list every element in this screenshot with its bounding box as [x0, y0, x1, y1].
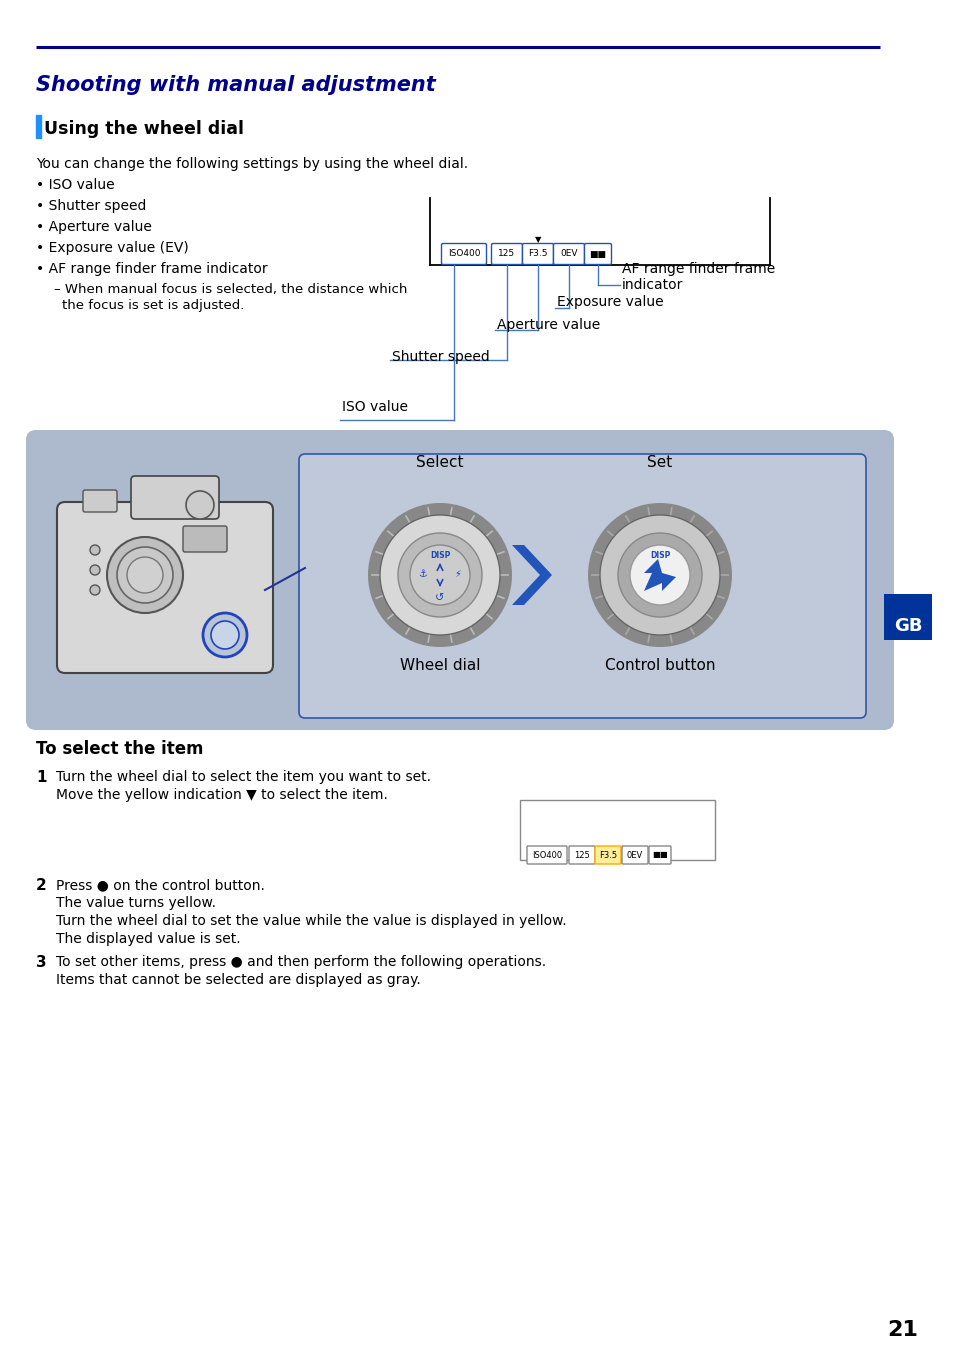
Text: F3.5: F3.5: [598, 851, 617, 859]
Text: Shutter speed: Shutter speed: [392, 350, 489, 364]
FancyBboxPatch shape: [26, 430, 893, 730]
Text: • Exposure value (EV): • Exposure value (EV): [36, 242, 189, 255]
Text: 125: 125: [497, 250, 515, 258]
Text: ▼: ▼: [535, 236, 540, 244]
Text: • ISO value: • ISO value: [36, 178, 114, 191]
FancyBboxPatch shape: [83, 490, 117, 512]
Text: 3: 3: [36, 955, 47, 970]
Circle shape: [117, 547, 172, 603]
Circle shape: [127, 556, 163, 593]
Text: – When manual focus is selected, the distance which: – When manual focus is selected, the dis…: [54, 284, 407, 296]
Circle shape: [368, 503, 512, 647]
Text: Press ● on the control button.: Press ● on the control button.: [56, 878, 265, 892]
Text: AF range finder frame
indicator: AF range finder frame indicator: [621, 262, 775, 292]
Text: To select the item: To select the item: [36, 740, 203, 759]
Text: The value turns yellow.: The value turns yellow.: [56, 896, 215, 911]
Circle shape: [397, 533, 481, 617]
FancyBboxPatch shape: [57, 502, 273, 673]
Text: ⚓: ⚓: [417, 569, 426, 579]
Text: ISO400: ISO400: [447, 250, 479, 258]
Text: Aperture value: Aperture value: [497, 318, 599, 332]
FancyBboxPatch shape: [131, 476, 219, 518]
Circle shape: [599, 516, 720, 635]
Circle shape: [587, 503, 731, 647]
Text: Items that cannot be selected are displayed as gray.: Items that cannot be selected are displa…: [56, 973, 420, 987]
Text: • Aperture value: • Aperture value: [36, 220, 152, 233]
Text: Set: Set: [647, 455, 672, 470]
FancyBboxPatch shape: [526, 845, 566, 864]
Circle shape: [629, 546, 689, 605]
FancyBboxPatch shape: [584, 243, 611, 265]
FancyBboxPatch shape: [298, 455, 865, 718]
Text: ISO value: ISO value: [341, 400, 408, 414]
Text: 1: 1: [36, 769, 47, 784]
FancyBboxPatch shape: [441, 243, 486, 265]
Text: To set other items, press ● and then perform the following operations.: To set other items, press ● and then per…: [56, 955, 545, 969]
Text: F3.5: F3.5: [528, 250, 547, 258]
Text: Control button: Control button: [604, 658, 715, 673]
Bar: [519, 801, 714, 860]
Text: GB: GB: [893, 617, 922, 635]
Circle shape: [211, 622, 239, 649]
Text: 21: 21: [886, 1320, 917, 1339]
Circle shape: [90, 585, 100, 594]
Circle shape: [186, 491, 213, 518]
Circle shape: [379, 516, 499, 635]
Text: Turn the wheel dial to select the item you want to set.: Turn the wheel dial to select the item y…: [56, 769, 431, 784]
Bar: [36, 115, 41, 138]
Circle shape: [618, 533, 701, 617]
FancyBboxPatch shape: [883, 594, 931, 641]
Text: Using the wheel dial: Using the wheel dial: [44, 119, 244, 138]
Text: ■■: ■■: [589, 250, 606, 258]
Text: Select: Select: [416, 455, 463, 470]
Polygon shape: [512, 546, 552, 605]
FancyBboxPatch shape: [595, 845, 620, 864]
FancyBboxPatch shape: [621, 845, 647, 864]
FancyBboxPatch shape: [568, 845, 595, 864]
Circle shape: [107, 537, 183, 613]
FancyBboxPatch shape: [491, 243, 522, 265]
Text: • Shutter speed: • Shutter speed: [36, 199, 146, 213]
Circle shape: [410, 546, 470, 605]
Text: DISP: DISP: [649, 551, 670, 559]
Circle shape: [203, 613, 247, 657]
Polygon shape: [643, 559, 676, 592]
Text: ISO400: ISO400: [532, 851, 561, 859]
Text: • AF range finder frame indicator: • AF range finder frame indicator: [36, 262, 268, 275]
Text: Shooting with manual adjustment: Shooting with manual adjustment: [36, 75, 436, 95]
Text: ■■: ■■: [652, 851, 667, 859]
FancyBboxPatch shape: [183, 527, 227, 552]
Text: 125: 125: [574, 851, 589, 859]
Circle shape: [90, 546, 100, 555]
Text: ↺: ↺: [435, 593, 444, 603]
Text: You can change the following settings by using the wheel dial.: You can change the following settings by…: [36, 157, 468, 171]
Text: Turn the wheel dial to set the value while the value is displayed in yellow.: Turn the wheel dial to set the value whi…: [56, 915, 566, 928]
Text: Wheel dial: Wheel dial: [399, 658, 479, 673]
Text: Exposure value: Exposure value: [557, 294, 663, 309]
Text: the focus is set is adjusted.: the focus is set is adjusted.: [62, 299, 244, 312]
FancyBboxPatch shape: [648, 845, 670, 864]
FancyBboxPatch shape: [553, 243, 584, 265]
Text: 0EV: 0EV: [559, 250, 578, 258]
Text: The displayed value is set.: The displayed value is set.: [56, 932, 240, 946]
Text: ⚡: ⚡: [454, 569, 461, 579]
FancyBboxPatch shape: [522, 243, 553, 265]
Text: Move the yellow indication ▼ to select the item.: Move the yellow indication ▼ to select t…: [56, 788, 388, 802]
Text: DISP: DISP: [430, 551, 450, 559]
Text: 0EV: 0EV: [626, 851, 642, 859]
Circle shape: [90, 565, 100, 575]
Text: 2: 2: [36, 878, 47, 893]
